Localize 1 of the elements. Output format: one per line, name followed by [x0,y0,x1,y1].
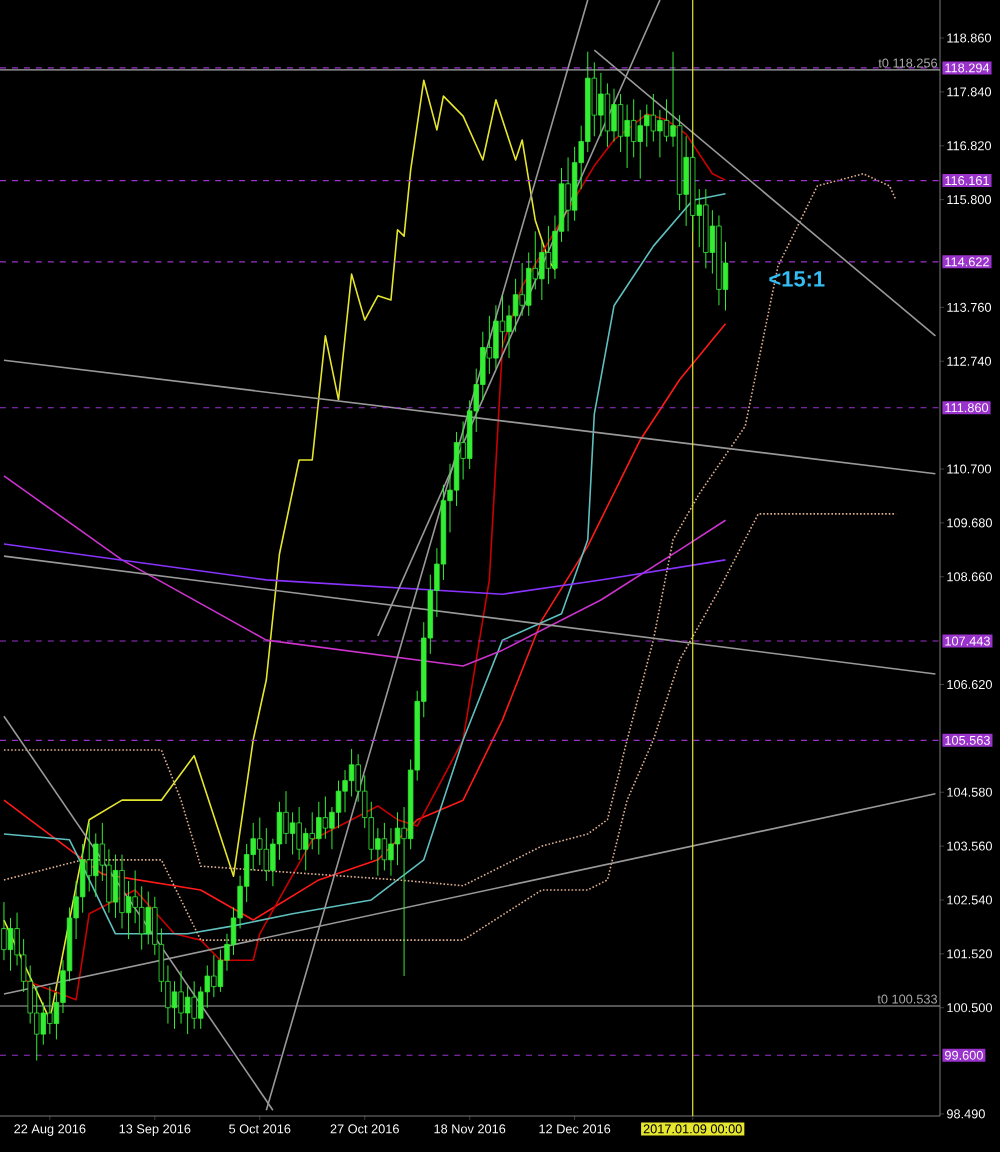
annotation: <15:1 [769,271,825,287]
